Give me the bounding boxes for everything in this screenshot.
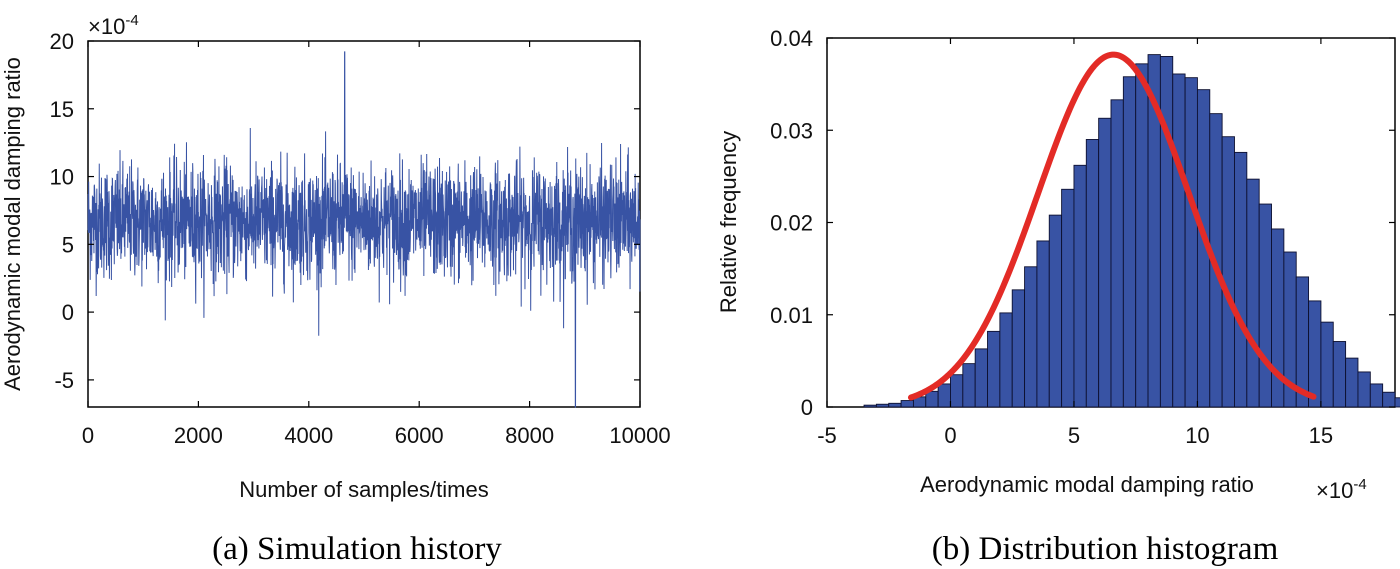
histogram-bar [1394, 397, 1400, 408]
histogram-bar [1011, 289, 1026, 408]
panel-b-y-tick-label: 0.03 [770, 118, 813, 143]
histogram-bar [1110, 99, 1124, 408]
histogram-bar [1159, 56, 1174, 408]
histogram-bar [1246, 178, 1260, 408]
panel-a-y-label: Aerodynamic modal damping ratio [0, 57, 25, 391]
panel-b-x-label: Aerodynamic modal damping ratio [920, 472, 1254, 497]
histogram-bar [1320, 321, 1334, 408]
histogram-bar [1369, 383, 1384, 408]
histogram-bar [1098, 117, 1112, 408]
panel-a-series [87, 51, 641, 408]
histogram-bar [1073, 164, 1087, 408]
panel-b-x-multiplier: ×10-4 [1316, 476, 1367, 503]
histogram-bar [987, 330, 1001, 408]
histogram-bar [1258, 203, 1272, 408]
histogram-bar [1085, 139, 1100, 408]
histogram-bar [1357, 371, 1371, 408]
panel-b-y-label: Relative frequency [716, 131, 741, 313]
histogram-bar [888, 402, 902, 408]
panel-a-caption: (a) Simulation history [212, 531, 502, 567]
histogram-bar [900, 400, 914, 408]
panel-b-x-tick-label: 5 [1068, 423, 1080, 448]
histogram-bar [925, 390, 939, 408]
histogram-bar [1024, 266, 1038, 408]
histogram-bar [1036, 240, 1050, 408]
histogram-bar [937, 383, 951, 408]
histogram-bar [1221, 136, 1235, 408]
panel-b-y-tick-label: 0.02 [770, 211, 813, 236]
panel-a-y-multiplier: ×10-4 [88, 12, 139, 39]
panel-b-bars [863, 54, 1400, 408]
panel-b-y-tick-label: 0.04 [770, 26, 813, 51]
panel-b-fit [907, 51, 1317, 401]
histogram-bar [1234, 151, 1248, 408]
histogram-bar [875, 403, 890, 408]
panel-a: 0 2000 4000 6000 8000 10000 -5 0 5 10 15 20 ×10-4 N… [0, 12, 671, 567]
histogram-bar [1308, 300, 1322, 408]
histogram-bar [1061, 188, 1075, 408]
panel-a-x-tick-label: 4000 [284, 423, 333, 448]
panel-b-y-tick-label: 0 [801, 395, 813, 420]
histogram-bar [1332, 341, 1347, 408]
panel-a-y-tick-label: 0 [62, 300, 74, 325]
panel-a-x-tick-label: 10000 [609, 423, 670, 448]
panel-b-x-tick-label: 0 [944, 423, 956, 448]
histogram-bar [1135, 63, 1149, 408]
histogram-bar [962, 363, 976, 408]
histogram-bar [974, 348, 988, 408]
panel-b-x-tick-label: -5 [817, 423, 837, 448]
histogram-bar [863, 404, 877, 408]
panel-a-y-tick-label: 15 [50, 97, 74, 122]
panel-a-series-line [87, 51, 641, 408]
panel-b-y-tick-label: 0.01 [770, 303, 813, 328]
panel-a-y-tick-label: -5 [54, 368, 74, 393]
histogram-bar [1345, 357, 1359, 408]
panel-b-x-tick-label: 15 [1309, 423, 1333, 448]
panel-a-x-tick-label: 0 [82, 423, 94, 448]
panel-a-y-tick-label: 20 [50, 29, 74, 54]
histogram-bar [1382, 391, 1396, 408]
panel-b-caption: (b) Distribution histogram [932, 531, 1279, 567]
panel-b-x-tick-label: 10 [1185, 423, 1209, 448]
histogram-bar [1172, 73, 1186, 408]
histogram-bar [999, 312, 1013, 408]
panel-a-x-tick-label: 2000 [174, 423, 223, 448]
normal-fit-curve [907, 51, 1317, 401]
panel-a-y-tick-label: 10 [50, 165, 74, 190]
panel-a-y-tick-label: 5 [62, 232, 74, 257]
histogram-bar [1184, 77, 1198, 408]
histogram-bar [1122, 76, 1137, 408]
histogram-bar [950, 374, 964, 408]
panel-a-x-tick-label: 8000 [505, 423, 554, 448]
panel-a-x-label: Number of samples/times [239, 477, 488, 502]
panel-a-x-tick-label: 6000 [395, 423, 444, 448]
histogram-bar [1048, 214, 1063, 408]
